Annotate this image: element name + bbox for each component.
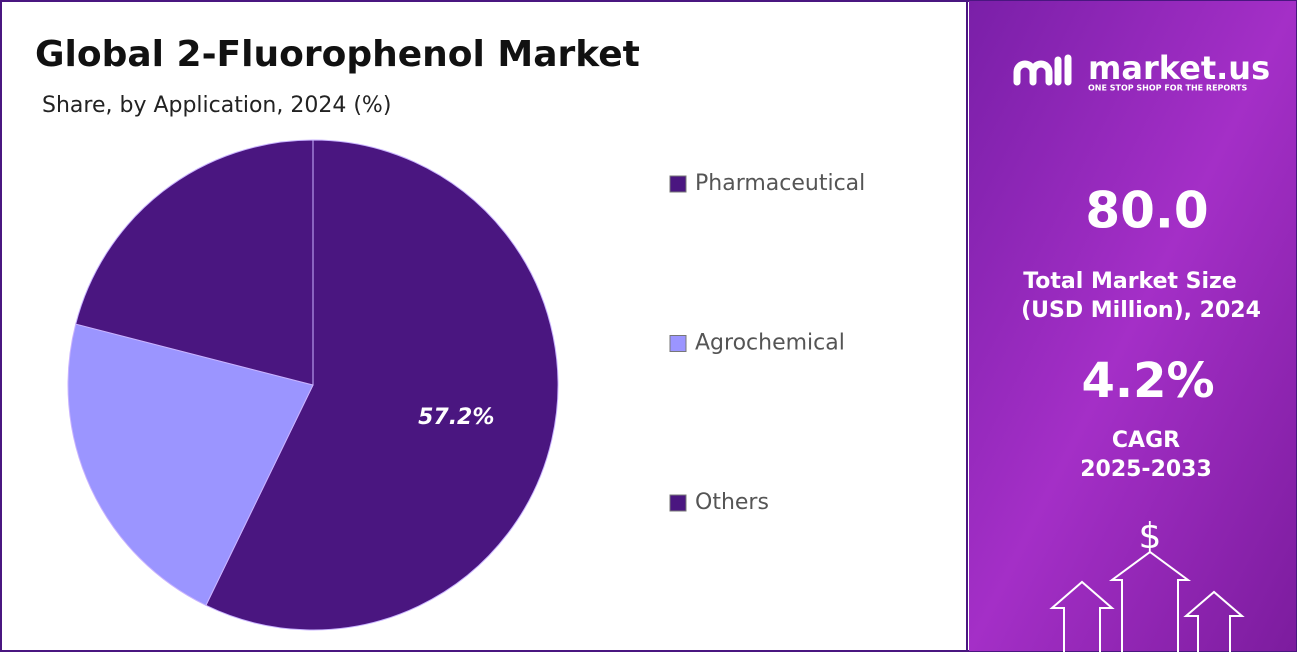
market-size-label: (USD Million), 2024: [1021, 298, 1261, 323]
chart-subtitle: Share, by Application, 2024 (%): [42, 93, 391, 118]
pie-slice: [205, 139, 559, 631]
pie-slice: [75, 139, 314, 386]
pie: 57.2%: [67, 139, 559, 631]
market-size-label: Total Market Size: [1023, 269, 1237, 294]
side-panel: [969, 1, 1296, 651]
pie-slice: [67, 323, 314, 607]
legend-swatch: [669, 335, 687, 352]
cagr-label: 2025-2033: [1080, 457, 1212, 482]
legend-label: Agrochemical: [695, 331, 845, 356]
legend-swatch: [669, 175, 687, 193]
legend-label: Pharmaceutical: [695, 171, 865, 196]
legend-label: Others: [695, 490, 769, 515]
data-label: 57.2%: [418, 405, 494, 430]
legend: Pharmaceutical Agrochemical Others: [669, 171, 865, 515]
currency-icon: $: [1139, 516, 1162, 557]
cagr-label: CAGR: [1112, 428, 1180, 453]
chart-title: Global 2-Fluorophenol Market: [35, 34, 640, 75]
tagline: ONE STOP SHOP FOR THE REPORTS: [1088, 84, 1247, 93]
arrows: [1049, 550, 1245, 652]
cagr-value: 4.2%: [1081, 353, 1214, 409]
market-size: 80.0: [1085, 182, 1208, 240]
logo: [1013, 54, 1072, 86]
brand: market.us: [1088, 49, 1270, 87]
legend-swatch: [669, 494, 687, 512]
